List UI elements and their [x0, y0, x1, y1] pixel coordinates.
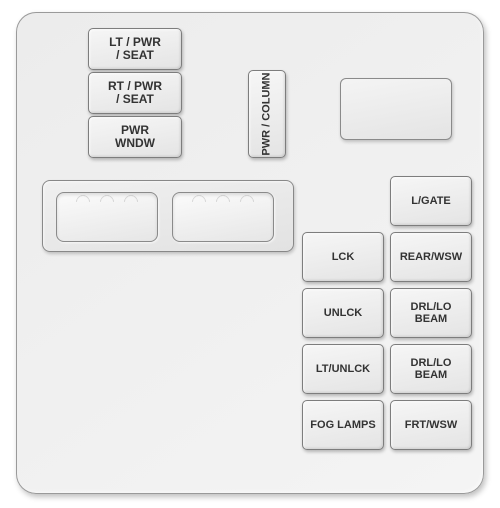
fuse-label: UNLCK — [324, 307, 363, 319]
fuse-label: PWR / COLUMN — [261, 72, 273, 155]
fuse-label: RT / PWR / SEAT — [108, 80, 162, 106]
fuse-rt-pwr-seat: RT / PWR / SEAT — [88, 72, 182, 114]
fuse-label: REAR/WSW — [400, 251, 462, 263]
fuse-label: LT/UNLCK — [316, 363, 370, 375]
fuse-pwr-column: PWR / COLUMN — [248, 70, 286, 158]
diagram-stage: LT / PWR / SEAT RT / PWR / SEAT PWR WNDW… — [0, 0, 500, 508]
fuse-unlck: UNLCK — [302, 288, 384, 338]
fuse-drl-lo-beam: DRL/LO BEAM — [390, 288, 472, 338]
fuse-lck: LCK — [302, 232, 384, 282]
relay-slot — [56, 192, 158, 242]
fuse-l-gate: L/GATE — [390, 176, 472, 226]
fuse-drl-lo-beam: DRL/LO BEAM — [390, 344, 472, 394]
fuse-label: LCK — [332, 251, 355, 263]
blank-slot — [340, 78, 452, 140]
fuse-rear-wsw: REAR/WSW — [390, 232, 472, 282]
fuse-lt-pwr-seat: LT / PWR / SEAT — [88, 28, 182, 70]
fuse-label: FRT/WSW — [405, 419, 458, 431]
fuse-fog-lamps: FOG LAMPS — [302, 400, 384, 450]
fuse-lt-unlck: LT/UNLCK — [302, 344, 384, 394]
fuse-frt-wsw: FRT/WSW — [390, 400, 472, 450]
fuse-label: PWR WNDW — [115, 124, 155, 150]
fuse-label: FOG LAMPS — [310, 419, 375, 431]
fuse-label: DRL/LO BEAM — [411, 357, 452, 381]
fuse-pwr-wndw: PWR WNDW — [88, 116, 182, 158]
fuse-label: DRL/LO BEAM — [411, 301, 452, 325]
relay-slot — [172, 192, 274, 242]
fuse-label: L/GATE — [411, 195, 451, 207]
fuse-label: LT / PWR / SEAT — [109, 36, 161, 62]
